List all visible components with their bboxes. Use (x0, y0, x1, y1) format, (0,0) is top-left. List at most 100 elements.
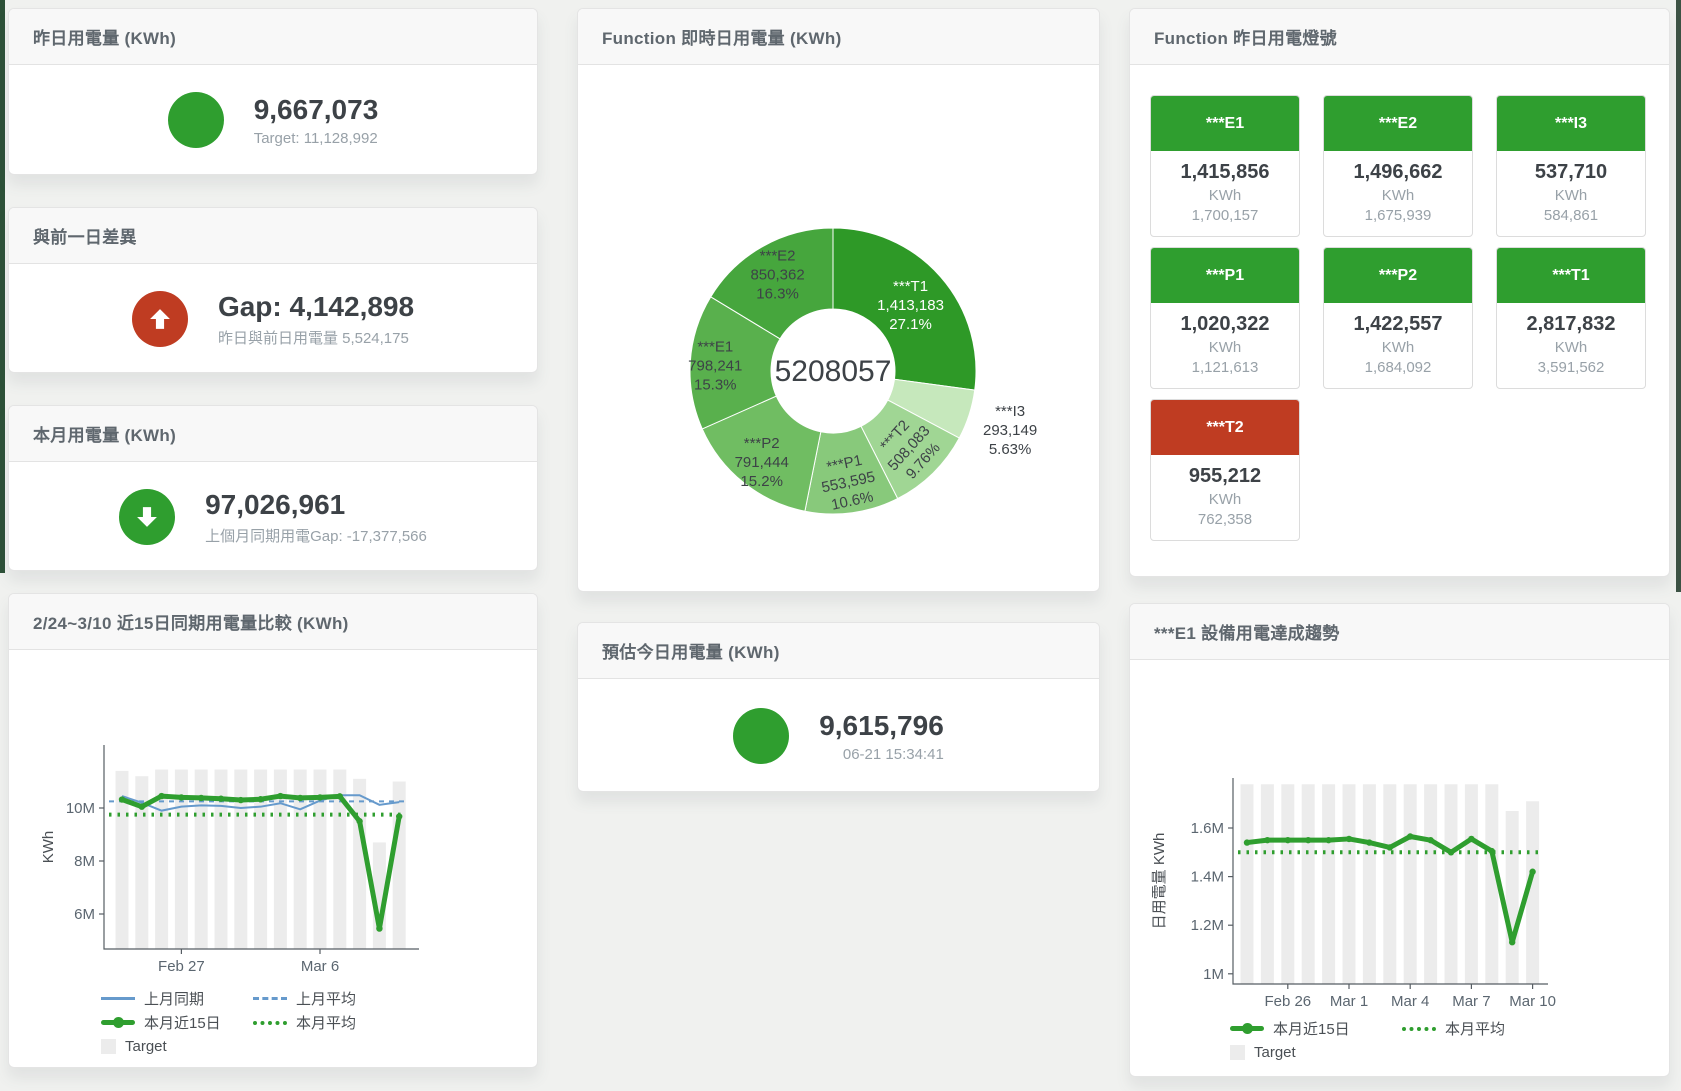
target-bar (1362, 784, 1376, 984)
target-bar (1240, 784, 1254, 984)
y-tick-label: 1.4M (1191, 869, 1224, 886)
light-tile-T2: ***T2 955,212 KWh 762,358 (1150, 399, 1300, 541)
donut-center-total: 5208057 (775, 355, 892, 388)
tile-unit: KWh (1381, 187, 1415, 204)
card-month-usage: 本月用電量 (KWh) 97,026,961 上個月同期用電Gap: -17,3… (8, 405, 538, 571)
target-bar (1505, 810, 1519, 984)
tile-value: 1,020,322 (1180, 313, 1270, 335)
tile-unit: KWh (1208, 491, 1242, 508)
legend-label: 本月平均 (296, 1015, 357, 1032)
tile-target: 1,684,092 (1364, 359, 1432, 376)
card-title-bar: 2/24~3/10 近15日同期用電量比較 (KWh) (9, 594, 537, 650)
y-tick-label: 1.2M (1191, 917, 1224, 934)
target-bar (1464, 784, 1478, 984)
tile-target: 1,675,939 (1364, 207, 1432, 224)
target-bar (135, 776, 149, 949)
x-tick-label: Feb 26 (1264, 993, 1311, 1010)
light-tile-P1: ***P1 1,020,322 KWh 1,121,613 (1150, 247, 1300, 389)
realtime-usage-donut-chart: ***T1 1,413,183 27.1%***I3 293,149 5.63%***T… (688, 227, 1037, 515)
legend-label: Target (125, 1038, 167, 1055)
target-bar (155, 769, 169, 949)
donut-label: ***T1 1,413,183 27.1% (877, 278, 944, 333)
target-bar (273, 769, 287, 949)
kpi-value: 97,026,961 (205, 488, 346, 520)
kpi-value: 9,615,796 (819, 709, 944, 741)
y-tick-label: 8M (74, 853, 95, 870)
donut-label: ***I3 293,149 5.63% (983, 403, 1037, 458)
legend-swatch-green-thick (1230, 1023, 1264, 1034)
donut-slice-E2[interactable] (710, 227, 834, 340)
tile-name: ***T2 (1151, 400, 1299, 455)
y-tick-label: 10M (66, 800, 95, 817)
card-title: Function 昨日用電燈號 (1154, 29, 1337, 48)
legend-item-green-thick[interactable]: 本月近15日 (101, 1011, 253, 1034)
y-axis-title: 日用電量 KWh (1151, 833, 1168, 930)
card-title: 預估今日用電量 (KWh) (602, 643, 780, 662)
legend-item-blue-solid[interactable]: 上月同期 (101, 987, 253, 1010)
legend-item-gray-box[interactable]: Target (1230, 1041, 1402, 1064)
card-title: 與前一日差異 (33, 228, 137, 247)
lights-tiles: ***E1 1,415,856 KWh 1,700,157 ***E2 1,496,662… (1130, 65, 1669, 541)
card-title-bar: Function 昨日用電燈號 (1130, 9, 1669, 65)
legend-swatch-green-dotted (253, 1020, 287, 1025)
x-tick-label: Mar 6 (301, 958, 339, 975)
light-tile-P2: ***P2 1,422,557 KWh 1,684,092 (1323, 247, 1473, 389)
tile-name: ***T1 (1497, 248, 1645, 303)
y-tick-label: 6M (74, 906, 95, 923)
tile-value: 1,422,557 (1353, 313, 1443, 335)
legend-label: 本月近15日 (1273, 1021, 1350, 1038)
card-title: 本月用電量 (KWh) (33, 426, 177, 445)
y-axis-title: KWh (40, 831, 57, 864)
tile-target: 584,861 (1543, 207, 1599, 224)
legend-item-gray-box[interactable]: Target (101, 1035, 253, 1058)
target-bar (234, 769, 248, 949)
target-bar (1424, 784, 1438, 984)
card-title: ***E1 設備用電達成趨勢 (1154, 624, 1340, 643)
card-title: 2/24~3/10 近15日同期用電量比較 (KWh) (33, 614, 349, 633)
light-tile-T1: ***T1 2,817,832 KWh 3,591,562 (1496, 247, 1646, 389)
target-bar (353, 778, 367, 949)
series-line-blue-solid (121, 794, 400, 812)
kpi-timestamp: 06-21 15:34:41 (842, 745, 944, 763)
kpi-subtext: 上個月同期用電Gap: -17,377,566 (205, 527, 427, 545)
donut-slice-T1[interactable] (832, 227, 977, 391)
card-title-bar: Function 即時日用電量 (KWh) (578, 9, 1099, 65)
tile-unit: KWh (1381, 339, 1415, 356)
status-circle-icon (167, 92, 224, 148)
card-usage-lights: Function 昨日用電燈號 ***E1 1,415,856 KWh 1,700,1… (1129, 8, 1670, 577)
x-tick-label: Mar 10 (1509, 993, 1556, 1010)
legend-item-green-dotted[interactable]: 本月平均 (253, 1011, 423, 1034)
compare-chart-legend: 上月同期 上月平均 本月近15日 本月平均 Target (101, 987, 537, 1058)
tile-value: 537,710 (1534, 161, 1608, 183)
card-title-bar: 與前一日差異 (9, 208, 537, 264)
donut-label: ***E2 850,362 16.3% (750, 248, 804, 303)
card-title-bar: 昨日用電量 (KWh) (9, 9, 537, 65)
target-bar (1322, 784, 1336, 984)
legend-item-green-dotted[interactable]: 本月平均 (1402, 1017, 1574, 1040)
target-bar (333, 769, 347, 949)
donut-label: ***P2 791,444 15.2% (735, 435, 789, 490)
kpi-subtext: Target: 11,128,992 (253, 130, 378, 147)
legend-swatch-blue-dashed (253, 997, 287, 1000)
tile-target: 1,121,613 (1191, 359, 1259, 376)
legend-swatch-green-dotted (1402, 1026, 1436, 1031)
tile-unit: KWh (1208, 187, 1242, 204)
legend-item-green-thick[interactable]: 本月近15日 (1230, 1017, 1402, 1040)
kpi-subtext: 昨日與前日用電量 5,524,175 (217, 329, 409, 347)
kpi-value: Gap: 4,142,898 (217, 290, 415, 322)
legend-item-blue-dashed[interactable]: 上月平均 (253, 987, 423, 1010)
chart-axes (1232, 778, 1548, 985)
target-bar (1281, 784, 1295, 984)
legend-label: Target (1254, 1044, 1296, 1061)
target-bar (214, 769, 228, 949)
e1-trend-chart: 1M 1.2M 1.4M 1.6M Feb 26 Mar 1 Mar 4 Mar 7 Mar 1… (1151, 778, 1556, 1010)
arrow-down-circle-icon (119, 488, 176, 545)
tile-target: 3,591,562 (1537, 359, 1605, 376)
card-compare-15day-chart: 2/24~3/10 近15日同期用電量比較 (KWh) 6M 8M 10M Feb 2… (8, 593, 538, 1068)
card-title: 昨日用電量 (KWh) (33, 29, 177, 48)
target-bar (392, 781, 406, 949)
card-title-bar: ***E1 設備用電達成趨勢 (1130, 604, 1669, 660)
light-tile-I3: ***I3 537,710 KWh 584,861 (1496, 95, 1646, 237)
tile-name: ***E1 (1151, 96, 1299, 151)
legend-swatch-blue-solid (101, 997, 135, 1000)
